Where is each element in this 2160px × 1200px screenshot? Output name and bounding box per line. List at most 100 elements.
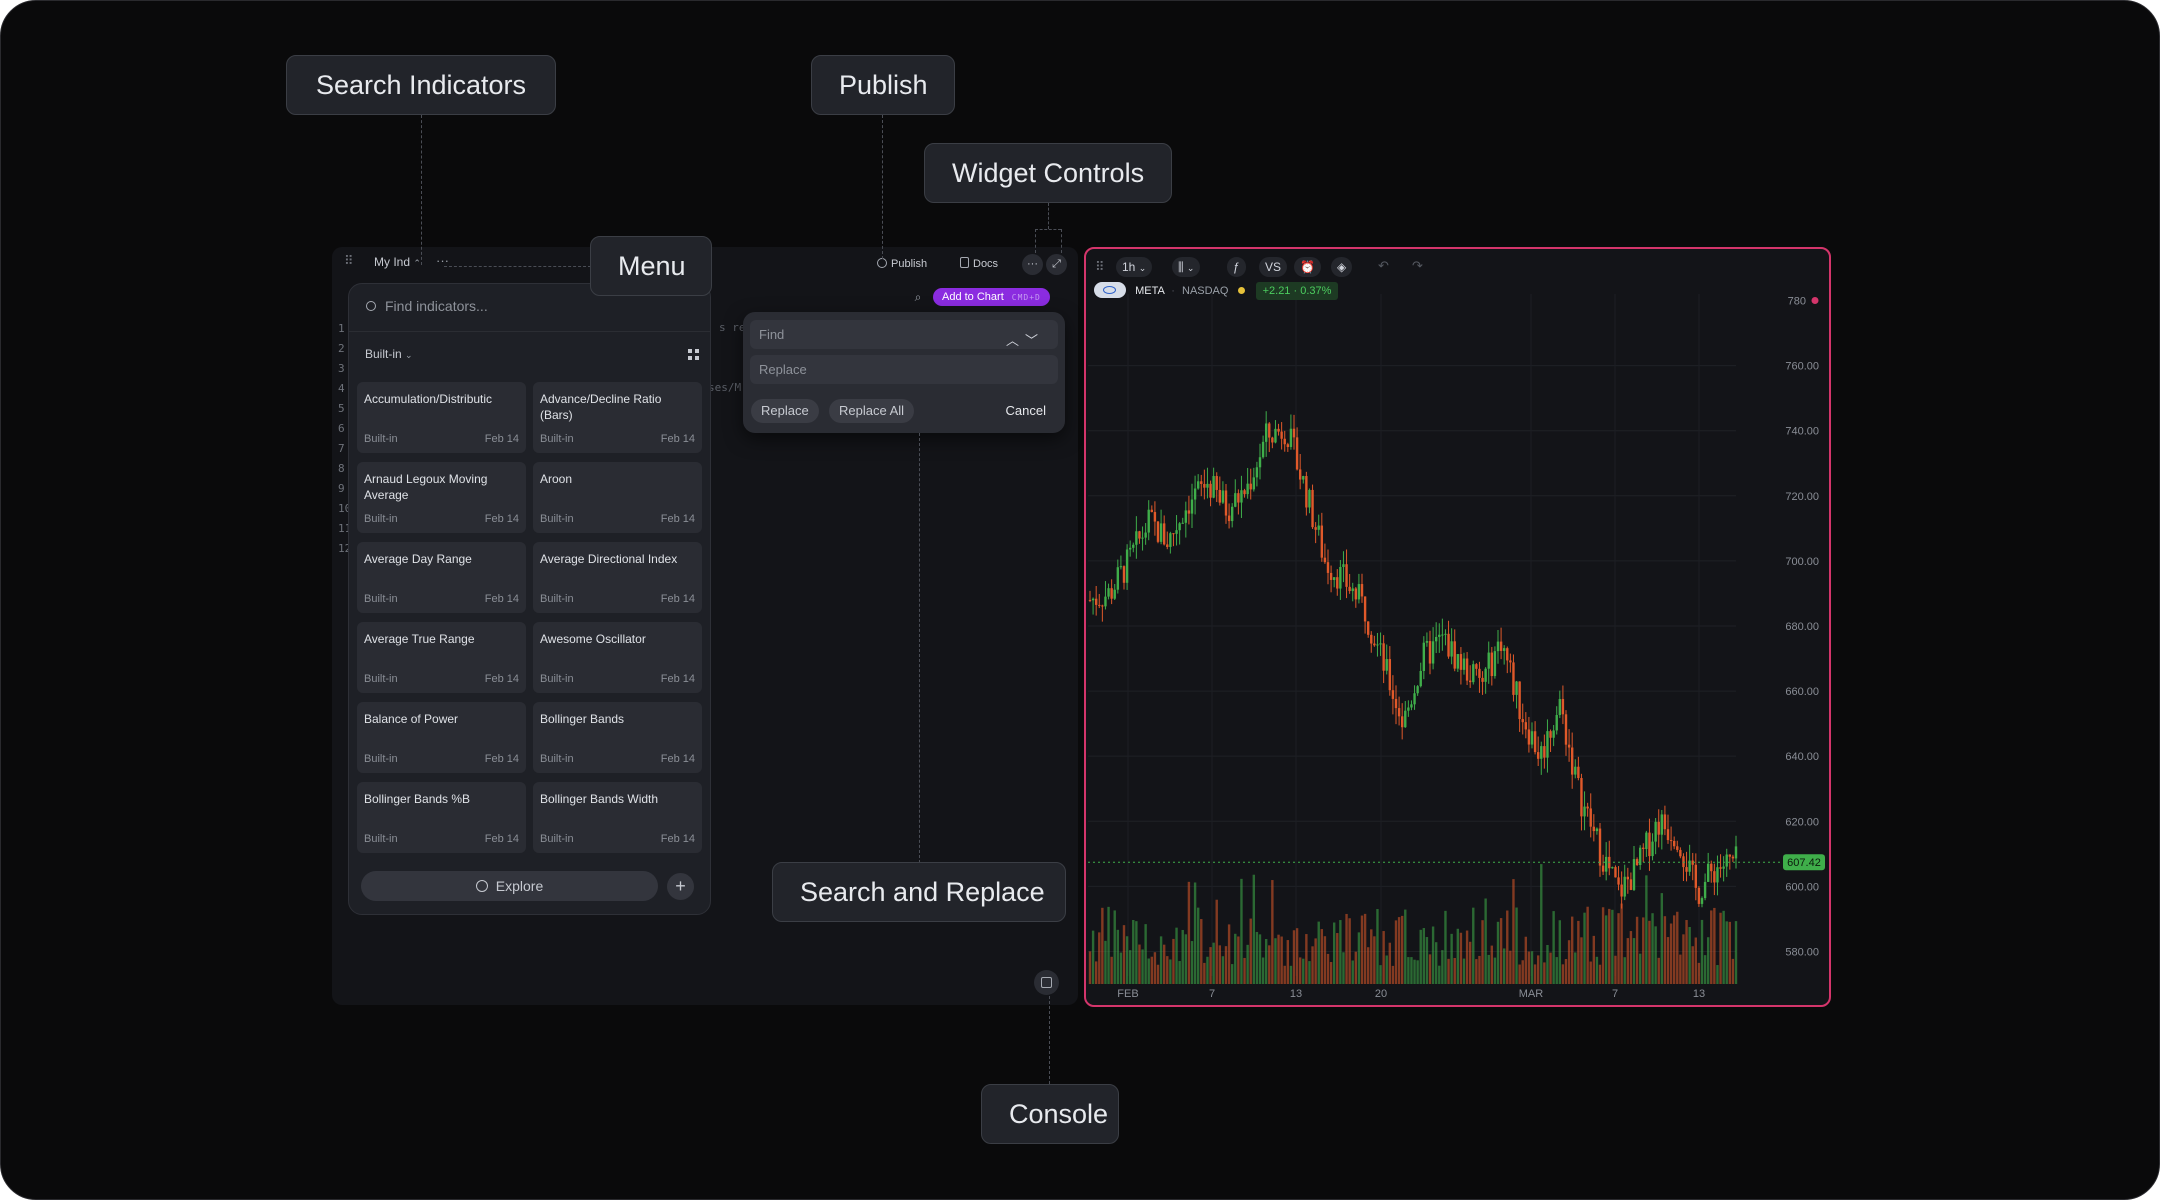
indicator-card[interactable]: Aroon Built-in Feb 14 (533, 462, 702, 533)
indicator-source: Built-in (540, 593, 574, 605)
volume-bar (1277, 934, 1280, 984)
explore-button[interactable]: Explore (361, 871, 658, 901)
volume-bar (1159, 936, 1163, 984)
undo-icon[interactable]: ↶ (1378, 258, 1389, 273)
interval-select[interactable]: 1h ⌄ (1116, 257, 1153, 277)
indicator-date: Feb 14 (484, 673, 519, 685)
volume-bar (1332, 922, 1336, 984)
candle-body (1506, 648, 1509, 661)
candle-body (1373, 643, 1376, 646)
last-price-tag (1783, 854, 1825, 871)
candle-body (1447, 633, 1450, 657)
volume-bar (1234, 933, 1237, 984)
grid-view-icon[interactable] (688, 349, 699, 360)
redo-icon[interactable]: ↷ (1412, 258, 1423, 273)
price-chart[interactable]: 760.00 740.00 720.00 700.00 680.00 660.00 640.… (1086, 249, 1829, 1005)
volume-bar (1660, 893, 1664, 984)
candle-body (1428, 641, 1432, 664)
indicator-source: Built-in (540, 433, 574, 445)
y-axis-label: 580.00 (1785, 946, 1819, 958)
drag-handle-icon[interactable]: ⠿ (344, 253, 353, 268)
candle-body (1518, 681, 1521, 720)
indicator-name: Bollinger Bands (540, 712, 625, 726)
candle-body (1583, 806, 1586, 817)
alert-icon[interactable]: ⏰ (1294, 257, 1321, 277)
volume-bar (1509, 950, 1512, 984)
compare-button[interactable]: VS (1259, 257, 1288, 277)
candle-body (1162, 523, 1166, 545)
indicator-card[interactable]: Balance of Power Built-in Feb 14 (357, 702, 526, 773)
indicator-date: Feb 14 (660, 433, 695, 445)
replace-all-button[interactable]: Replace All (829, 399, 915, 423)
volume-bar (1669, 923, 1673, 984)
candle-body (1221, 490, 1225, 503)
console-button[interactable] (1034, 970, 1059, 995)
add-to-chart-button[interactable]: Add to Chart CMD+D (933, 288, 1050, 306)
indicator-card[interactable]: Average True Range Built-in Feb 14 (357, 622, 526, 693)
indicator-date: Feb 14 (484, 593, 519, 605)
y-axis-label: 700.00 (1785, 556, 1819, 568)
indicator-card[interactable]: Average Directional Index Built-in Feb 14 (533, 542, 702, 613)
candle-body (1459, 654, 1463, 670)
source-filter-dropdown[interactable]: Built-in ⌄ (365, 347, 413, 361)
candle-body (1209, 483, 1212, 498)
add-indicator-button[interactable]: + (667, 873, 694, 900)
volume-bar (1444, 910, 1447, 984)
find-nav-arrows-icon[interactable]: ︿﹀ (1005, 333, 1044, 348)
script-tab[interactable]: My Ind ⌃ (374, 255, 421, 269)
volume-bar (1611, 909, 1614, 984)
layers-icon[interactable]: ◈ (1331, 257, 1353, 277)
volume-bar (1394, 920, 1398, 984)
callout-search-indicators: Search Indicators (286, 55, 556, 115)
indicator-card[interactable]: Bollinger Bands Width Built-in Feb 14 (533, 782, 702, 853)
volume-bar (1373, 936, 1376, 984)
volume-bar (1379, 965, 1382, 984)
leader-line (919, 433, 920, 863)
publish-button[interactable]: Publish (870, 254, 934, 274)
indicator-card[interactable]: Average Day Range Built-in Feb 14 (357, 542, 526, 613)
candle-body (1635, 859, 1639, 866)
line-number: 3 (338, 362, 345, 375)
cancel-button[interactable]: Cancel (1005, 403, 1046, 418)
find-input[interactable]: Find ︿﹀ (750, 320, 1058, 349)
editor-search-icon[interactable]: ⌕ (914, 290, 922, 304)
indicator-card[interactable]: Accumulation/Distributic Built-in Feb 14 (357, 382, 526, 453)
indicator-card[interactable]: Bollinger Bands Built-in Feb 14 (533, 702, 702, 773)
replace-input[interactable]: Replace (750, 355, 1058, 384)
volume-bar (1657, 957, 1660, 984)
indicators-button[interactable]: ƒ (1227, 257, 1246, 277)
drag-handle-icon[interactable]: ⠿ (1095, 259, 1104, 274)
candle-body (1264, 423, 1268, 442)
volume-bar (1289, 965, 1293, 984)
publish-icon (877, 258, 887, 268)
candle-body (1472, 664, 1475, 683)
widget-expand-icon[interactable]: ⤢ (1046, 254, 1067, 275)
volume-bar (1459, 932, 1463, 984)
widget-more-button[interactable]: ··· (1022, 254, 1043, 275)
candle-body (1669, 840, 1673, 842)
indicator-date: Feb 14 (484, 513, 519, 525)
candle-body (1196, 481, 1200, 489)
volume-bar (1734, 921, 1738, 984)
volume-bar (1651, 913, 1654, 984)
candle-body (1249, 483, 1252, 490)
volume-bar (1543, 962, 1546, 984)
indicator-card[interactable]: Arnaud Legoux Moving Average Built-in Feb … (357, 462, 526, 533)
candle-body (1274, 428, 1277, 443)
callout-search-replace: Search and Replace (772, 862, 1066, 922)
chart-type-select[interactable]: ⫼ ⌄ (1172, 257, 1201, 277)
volume-bar (1428, 954, 1432, 984)
indicator-date: Feb 14 (660, 833, 695, 845)
candle-body (1237, 493, 1240, 503)
script-more-button[interactable]: ··· (436, 253, 449, 268)
volume-bar (1434, 942, 1438, 984)
indicator-card[interactable]: Advance/Decline Ratio (Bars) Built-in Feb … (533, 382, 702, 453)
volume-bar (1527, 951, 1531, 984)
indicator-card[interactable]: Bollinger Bands %B Built-in Feb 14 (357, 782, 526, 853)
indicator-search-input[interactable]: Find indicators... (366, 298, 488, 314)
indicator-card[interactable]: Awesome Oscillator Built-in Feb 14 (533, 622, 702, 693)
candle-body (1144, 532, 1147, 538)
volume-bar (1388, 942, 1392, 984)
docs-button[interactable]: Docs (953, 254, 1005, 274)
replace-button[interactable]: Replace (751, 399, 819, 423)
